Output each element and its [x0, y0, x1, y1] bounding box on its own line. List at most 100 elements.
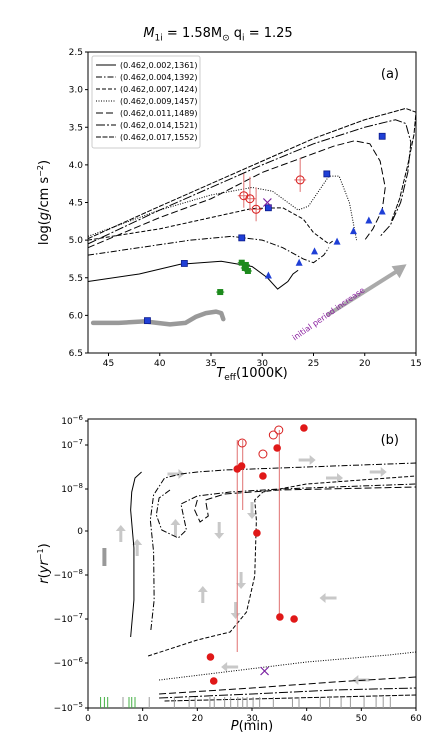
panel-b-red-point-6: [290, 615, 298, 623]
panel-b-ytick-label-4: 0: [77, 527, 83, 537]
panel-a-blue-square-5: [378, 132, 386, 140]
panel-a-xtick-label-3: 30: [257, 359, 269, 369]
panel-b-trend-arrow-5: [369, 467, 387, 477]
panel-b-frame: [87, 418, 417, 709]
panel-a-arrow-shaft: [325, 268, 400, 318]
panel-b-trend-arrow-head-7: [352, 675, 359, 685]
panel-b-trend-arrow-14: [298, 455, 316, 465]
figure-title: M1i = 1.58M⊙ qi = 1.25: [143, 26, 293, 44]
panel-b-trend-arrow-3: [221, 662, 239, 672]
panel-a-ytick-label-7: 6.0: [69, 311, 84, 321]
panel-a-legend-label-3: (0.462,0.009,1457): [120, 97, 198, 106]
panel-b-trend-arrow-head-8: [132, 539, 143, 545]
panel-b-trend-arrow-head-9: [170, 519, 181, 525]
panel-a-blue-square-3: [264, 204, 272, 212]
panel-b-track-5: [159, 687, 417, 699]
panel-b-trend-arrow-2: [230, 602, 241, 619]
panel-a-ytick-label-4: 4.5: [69, 199, 83, 209]
panel-b-trend-arrow-head-3: [221, 662, 228, 672]
panel-b-trend-arrow-1: [214, 522, 225, 539]
panel-a-ytick-label-6: 5.5: [69, 274, 83, 284]
panel-b-trend-arrow-13: [197, 586, 208, 603]
panel-b-xtick-label-1: 10: [137, 714, 149, 724]
panel-a-green-point-0: [238, 259, 245, 266]
panel-a-xtick-label-6: 15: [410, 359, 421, 369]
panel-a-blue-triangle-4: [349, 227, 357, 235]
panel-b-trend-arrow-8: [132, 539, 143, 556]
panel-b-ytick-label-0: −10−5: [54, 701, 83, 714]
panel-b-track-8: [194, 486, 417, 523]
panel-b-ytick-label-6: 10−7: [61, 438, 83, 451]
panel-b-trend-arrow-10: [236, 572, 247, 589]
panel-a-xtick-label-4: 25: [308, 359, 319, 369]
panel-b-red-point-2: [253, 529, 261, 537]
panel-b-trend-arrow-head-12: [247, 513, 257, 519]
panel-a-green-point-2: [241, 264, 248, 271]
panel-a-ytick-label-1: 3.0: [69, 86, 84, 96]
panel-b-purple-cross: [260, 666, 269, 676]
panel-b-xtick-label-2: 20: [192, 714, 204, 724]
panel-a-red-open-circle-2: [251, 204, 261, 214]
panel-b-red-open-point-0: [237, 438, 247, 448]
panel-a-legend-label-4: (0.462,0.011,1489): [120, 109, 198, 118]
panel-b-red-point-5: [276, 613, 284, 621]
panel-a-red-open-circle-1: [245, 194, 255, 204]
panel-a-ytick-label-0: 2.5: [69, 48, 83, 58]
panel-a-gray-track: [90, 309, 226, 327]
panel-a-legend-label-1: (0.462,0.004,1392): [120, 73, 198, 82]
panel-b-trend-arrow-head-4: [337, 473, 343, 483]
panel-a-series-line-6: [87, 107, 417, 240]
panel-a-legend-label-5: (0.462,0.014,1521): [120, 121, 198, 130]
panel-a-green-point-3: [244, 267, 251, 274]
panel-a-series-line-5: [87, 119, 412, 245]
panel-b-trend-arrow-head-1: [214, 533, 225, 539]
panel-b-xtick-label-4: 40: [301, 714, 313, 724]
panel-b-track-3: [159, 651, 417, 681]
panel-a-annotation: initial period increase: [291, 285, 367, 342]
panel-a-xtick-label-2: 35: [205, 359, 216, 369]
panel-b-trend-arrow-6: [319, 593, 337, 603]
panel-b-track-7: [155, 483, 417, 539]
panel-b-ytick-label-2: −10−7: [54, 612, 83, 625]
panel-b-xtick-label-0: 0: [85, 714, 91, 724]
panel-a-blue-square-2: [238, 234, 246, 242]
panel-a-green-point-4: [217, 289, 224, 296]
panel-b-red-open-point-1: [258, 449, 268, 459]
panel-b-trend-arrow-11: [115, 525, 126, 542]
panel-a-series-line-0: [87, 260, 299, 290]
panel-a-series-line-2: [87, 207, 335, 245]
panel-a-blue-square-0: [144, 317, 151, 325]
panel-a-blue-square-1: [180, 260, 188, 267]
panel-a-blue-triangle-2: [311, 247, 319, 255]
panel-b-trend-arrow-head-13: [197, 586, 208, 592]
panel-b-red-point-7: [300, 424, 308, 432]
panel-a-blue-square-4: [323, 170, 331, 178]
panel-b-ytick-label-1: −10−6: [54, 656, 84, 669]
panel-b-trend-arrow-head-5: [380, 467, 387, 477]
panel-a-series-line-4: [87, 140, 386, 249]
panel-b-red-point-9: [209, 677, 218, 685]
panel-a-xlabel: Teff(1000K): [216, 366, 287, 383]
panel-a-ytick-label-8: 6.5: [69, 349, 83, 359]
panel-a-series-line-1: [87, 235, 330, 264]
panel-b-track-2: [147, 475, 417, 657]
panel-b-track-0: [130, 471, 142, 638]
panel-b-trend-arrow-head-14: [309, 455, 316, 465]
panel-b-red-point-3: [259, 472, 267, 480]
panel-b-trend-arrow-head-6: [319, 593, 326, 603]
panel-a-red-open-circle-3: [295, 175, 305, 185]
panel-b-trend-arrow-head-11: [115, 525, 126, 531]
panel-a-purple-cross: [262, 198, 272, 207]
panel-a-blue-triangle-0: [264, 271, 272, 279]
panel-b-xlabel: P(min): [231, 719, 274, 734]
panel-b-track-6: [164, 694, 417, 702]
panel-b-trend-arrow-4: [326, 473, 343, 483]
panel-b-red-point-8: [206, 653, 215, 661]
panel-b-trend-arrow-head-10: [236, 583, 247, 589]
panel-b-xtick-label-3: 30: [246, 714, 258, 724]
panel-a-green-point-1: [242, 261, 249, 268]
panel-b-track-4: [159, 676, 417, 695]
panel-b-ytick-label-7: 10−6: [61, 414, 83, 427]
panel-b-xtick-label-5: 50: [356, 714, 368, 724]
